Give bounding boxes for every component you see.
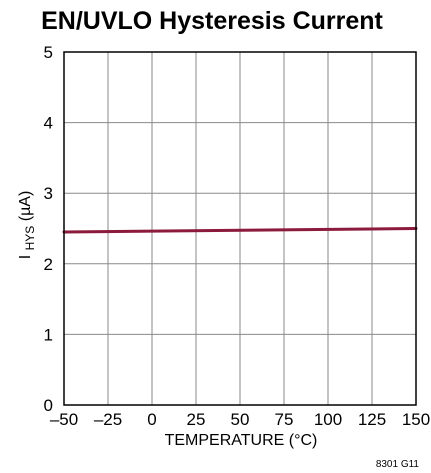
figure-code: 8301 G11 xyxy=(376,459,420,470)
x-tick-label: 100 xyxy=(314,410,342,429)
y-tick-label: 1 xyxy=(44,325,53,344)
y-axis-label: I HYS (µA) xyxy=(17,191,38,260)
x-tick-label: 25 xyxy=(187,410,206,429)
series-layer xyxy=(62,227,418,234)
y-axis-label-main: I xyxy=(17,255,34,259)
y-tick-label: 2 xyxy=(44,255,53,274)
y-tick-label: 4 xyxy=(44,114,53,133)
y-tick-labels: 0 1 2 3 4 5 xyxy=(44,43,53,415)
y-axis-label-unit: (µA) xyxy=(17,191,34,222)
x-axis-label: TEMPERATURE (°C) xyxy=(165,432,318,449)
y-axis-label-subscript: HYS xyxy=(23,226,37,251)
x-tick-labels: –50 –25 0 25 50 75 100 125 150 xyxy=(50,410,430,429)
x-tick-label: 50 xyxy=(231,410,250,429)
x-tick-label: –50 xyxy=(50,410,78,429)
ihys-series-line xyxy=(62,227,418,234)
y-tick-label: 3 xyxy=(44,184,53,203)
plot-frame xyxy=(63,51,417,406)
x-tick-label: 125 xyxy=(358,410,386,429)
y-tick-label: 0 xyxy=(44,396,53,415)
x-tick-label: –25 xyxy=(94,410,122,429)
x-tick-label: 150 xyxy=(402,410,430,429)
chart-title: EN/UVLO Hysteresis Current xyxy=(41,7,383,35)
x-tick-label: 75 xyxy=(275,410,294,429)
x-tick-label: 0 xyxy=(147,410,156,429)
y-tick-label: 5 xyxy=(44,43,53,62)
